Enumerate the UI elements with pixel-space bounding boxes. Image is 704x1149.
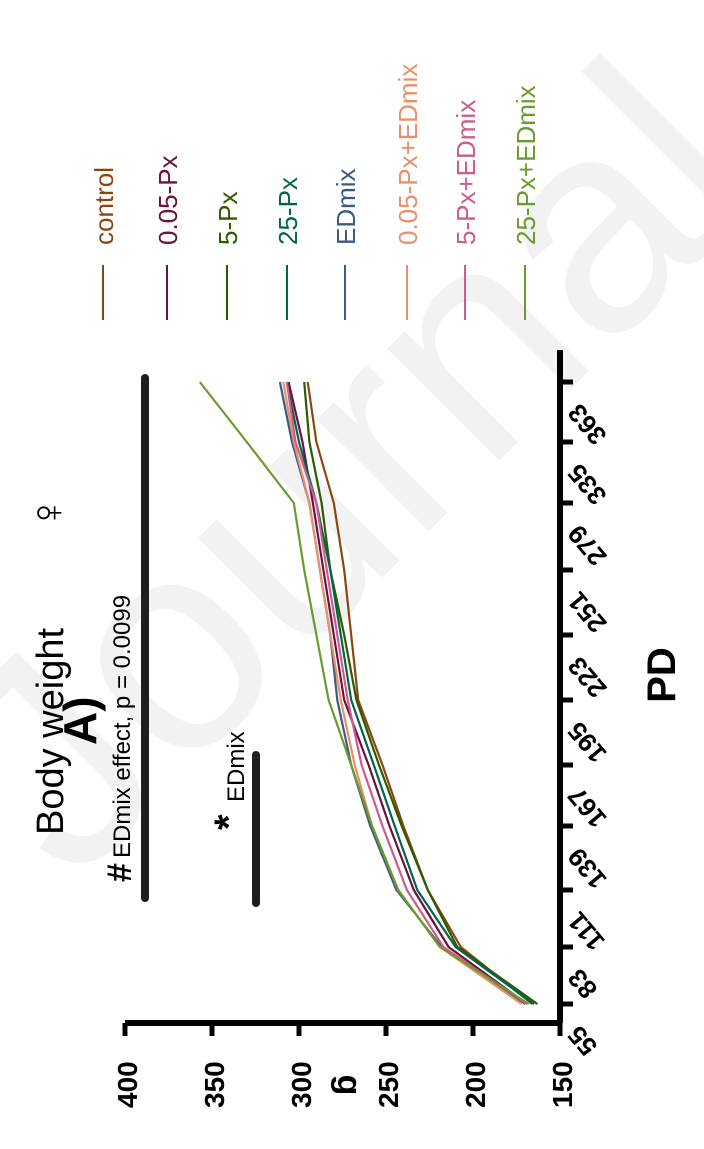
x-tick-label: 55 [562, 1020, 604, 1061]
title-block: A) Body weight ♀ [21, 496, 106, 836]
x-axis-title: PD [640, 647, 684, 703]
legend-label: 0.05-Px [153, 155, 183, 245]
x-tick-label: 223 [562, 651, 613, 704]
legend-label: 5-Px+EDmix [451, 100, 481, 245]
x-tick-label: 279 [562, 519, 613, 572]
legend-label: 5-Px [213, 192, 243, 245]
chart-title: Body weight [30, 628, 72, 835]
x-tick-label: 139 [562, 842, 613, 895]
series-lines [198, 381, 539, 1005]
y-tick-label: 200 [460, 1061, 491, 1108]
y-tick-label: 400 [112, 1061, 143, 1108]
axes [125, 350, 563, 1026]
female-symbol: ♀ [21, 496, 73, 531]
legend-label: 25-Px [273, 177, 303, 245]
y-axis-title: g [330, 1075, 368, 1096]
panel-label: A) [54, 696, 106, 745]
y-tick-label: 350 [199, 1061, 230, 1108]
y-axis-ticks: 150 200 250 300 350 400 [112, 1023, 578, 1108]
x-tick-label: 83 [562, 963, 604, 1004]
y-tick-label: 150 [547, 1061, 578, 1108]
x-tick-label: 195 [562, 716, 613, 769]
x-tick-label: 251 [562, 586, 613, 639]
y-tick-label: 300 [286, 1061, 317, 1108]
legend-label: control [89, 167, 119, 245]
series-line-25-px-edmix [198, 381, 530, 1005]
significance-annotations: # EDmix effect, p = 0.0099 * EDmix [101, 374, 260, 907]
y-tick-label: 250 [373, 1061, 404, 1108]
legend-label: 0.05-Px+EDmix [393, 64, 423, 245]
edmix-star: * [207, 814, 251, 830]
series-line-25-px [285, 381, 535, 1005]
legend-label: 25-Px+EDmix [511, 85, 541, 245]
series-line-5-px [303, 381, 539, 1005]
series-line-5-px-edmix [285, 381, 528, 1005]
legend-label: EDmix [331, 168, 361, 245]
edmix-star-label: EDmix [223, 731, 250, 802]
watermark: Journal [0, 0, 704, 933]
edmix-effect-label: EDmix effect, p = 0.0099 [109, 595, 136, 858]
legend: control 0.05-Px 5-Px 25-Px EDmix 0.05-Px+EDmi… [89, 64, 541, 320]
edmix-effect-symbol: # [101, 863, 139, 882]
